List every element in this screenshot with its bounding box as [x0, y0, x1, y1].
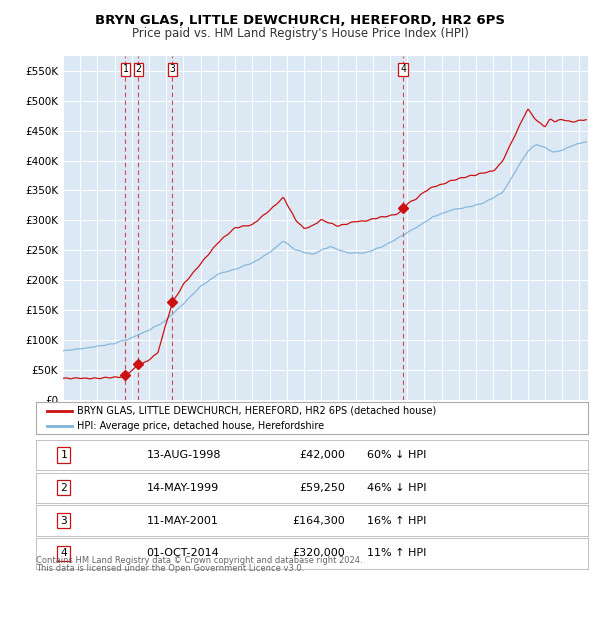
Text: 4: 4: [400, 64, 406, 74]
Text: £42,000: £42,000: [299, 450, 345, 460]
Text: 2: 2: [60, 483, 67, 493]
Text: £320,000: £320,000: [292, 549, 345, 559]
Text: 14-MAY-1999: 14-MAY-1999: [146, 483, 218, 493]
Text: 4: 4: [60, 549, 67, 559]
Text: BRYN GLAS, LITTLE DEWCHURCH, HEREFORD, HR2 6PS: BRYN GLAS, LITTLE DEWCHURCH, HEREFORD, H…: [95, 14, 505, 27]
Text: 1: 1: [122, 64, 128, 74]
Text: £164,300: £164,300: [292, 516, 345, 526]
Text: BRYN GLAS, LITTLE DEWCHURCH, HEREFORD, HR2 6PS (detached house): BRYN GLAS, LITTLE DEWCHURCH, HEREFORD, H…: [77, 405, 437, 416]
Text: 11% ↑ HPI: 11% ↑ HPI: [367, 549, 427, 559]
Text: 16% ↑ HPI: 16% ↑ HPI: [367, 516, 427, 526]
Text: Contains HM Land Registry data © Crown copyright and database right 2024.: Contains HM Land Registry data © Crown c…: [36, 556, 362, 565]
Text: 2: 2: [135, 64, 141, 74]
Text: 13-AUG-1998: 13-AUG-1998: [146, 450, 221, 460]
Text: 1: 1: [60, 450, 67, 460]
Text: Price paid vs. HM Land Registry's House Price Index (HPI): Price paid vs. HM Land Registry's House …: [131, 27, 469, 40]
Text: 11-MAY-2001: 11-MAY-2001: [146, 516, 218, 526]
Text: 3: 3: [170, 64, 175, 74]
Text: HPI: Average price, detached house, Herefordshire: HPI: Average price, detached house, Here…: [77, 421, 325, 431]
Text: This data is licensed under the Open Government Licence v3.0.: This data is licensed under the Open Gov…: [36, 564, 304, 573]
Text: 46% ↓ HPI: 46% ↓ HPI: [367, 483, 427, 493]
Text: 01-OCT-2014: 01-OCT-2014: [146, 549, 219, 559]
Text: 60% ↓ HPI: 60% ↓ HPI: [367, 450, 427, 460]
Text: 3: 3: [60, 516, 67, 526]
Text: £59,250: £59,250: [299, 483, 345, 493]
